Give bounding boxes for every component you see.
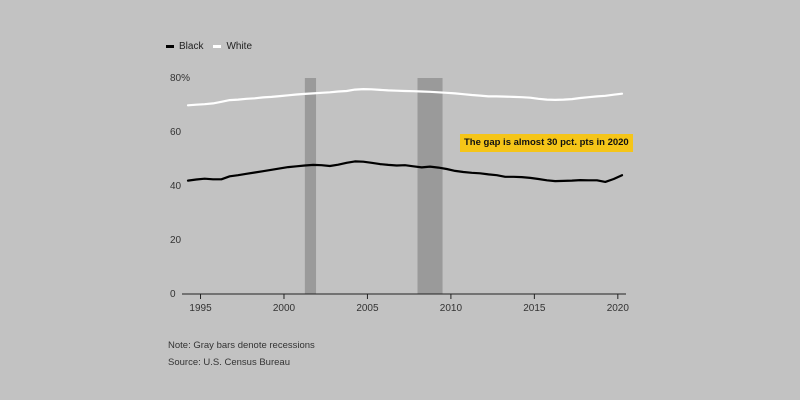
legend-item-black: Black	[166, 41, 203, 52]
legend-label-white: White	[226, 41, 253, 52]
legend-item-white: White	[213, 41, 252, 52]
recession-bar-1	[417, 78, 443, 294]
x-tick-label-2005: 2005	[356, 303, 379, 314]
x-tick-label-2015: 2015	[523, 303, 546, 314]
x-tick-label-2010: 2010	[440, 303, 463, 314]
legend-label-black: Black	[179, 41, 204, 52]
series-lines	[186, 87, 624, 183]
series-line-white	[186, 87, 624, 107]
series-line-black	[186, 160, 624, 183]
chart-note: Note: Gray bars denote recessions	[168, 340, 315, 351]
y-tick-label-60: 60	[170, 127, 182, 138]
x-tick-label-1995: 1995	[189, 303, 212, 314]
legend: Black White	[166, 41, 262, 52]
legend-swatch-black	[166, 45, 174, 48]
axes: 1995 2000 2005 2010 2015 2020 0 20 40 60 80%	[170, 73, 629, 314]
recession-bars	[304, 78, 443, 294]
x-tick-label-2020: 2020	[607, 303, 630, 314]
legend-swatch-white	[213, 45, 222, 48]
y-tick-label-40: 40	[170, 181, 182, 192]
recession-bar-0	[304, 78, 317, 294]
gap-annotation: The gap is almost 30 pct. pts in 2020	[460, 134, 633, 152]
y-tick-label-0: 0	[170, 289, 176, 300]
y-tick-label-20: 20	[170, 235, 182, 246]
y-tick-label-80: 80%	[170, 73, 190, 84]
x-tick-label-2000: 2000	[273, 303, 296, 314]
chart-source: Source: U.S. Census Bureau	[168, 357, 290, 368]
